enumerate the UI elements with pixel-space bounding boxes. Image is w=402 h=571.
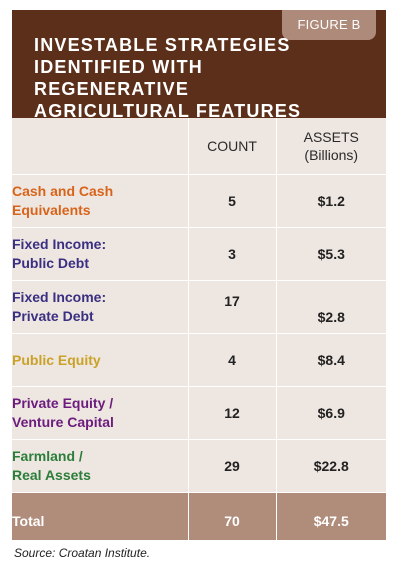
row-label: Fixed Income: Public Debt [12, 227, 189, 281]
table-row: Public Equity 4 $8.4 [12, 333, 386, 387]
row-assets: $1.2 [276, 174, 386, 228]
table-row: Private Equity / Venture Capital 12 $6.9 [12, 386, 386, 440]
row-count: 4 [188, 333, 277, 387]
row-assets: $22.8 [276, 439, 386, 493]
table-row: Fixed Income: Private Debt 17 $2.8 [12, 280, 386, 334]
row-label: Public Equity [12, 333, 189, 387]
header-strategy [12, 118, 189, 175]
table-row: Cash and Cash Equivalents 5 $1.2 [12, 174, 386, 228]
row-assets: $8.4 [276, 333, 386, 387]
strategies-table: COUNT ASSETS (Billions) Cash and Cash Equi… [12, 118, 386, 540]
row-label: Cash and Cash Equivalents [12, 174, 189, 228]
figure-label-tab: FIGURE B [282, 10, 376, 40]
row-assets: $5.3 [276, 227, 386, 281]
figure-title: INVESTABLE STRATEGIES IDENTIFIED WITH RE… [34, 35, 302, 121]
total-row: Total 70 $47.5 [12, 492, 386, 540]
source-note: Source: Croatan Institute. [14, 546, 151, 560]
header-assets: ASSETS (Billions) [276, 118, 386, 175]
row-count: 17 [188, 280, 277, 334]
row-count: 12 [188, 386, 277, 440]
row-label: Private Equity / Venture Capital [12, 386, 189, 440]
row-label: Farmland / Real Assets [12, 439, 189, 493]
total-assets: $47.5 [276, 492, 386, 540]
row-assets: $2.8 [276, 280, 386, 334]
table-row: Farmland / Real Assets 29 $22.8 [12, 439, 386, 493]
row-label: Fixed Income: Private Debt [12, 280, 189, 334]
row-count: 5 [188, 174, 277, 228]
header-assets-text: ASSETS (Billions) [303, 129, 359, 163]
row-assets: $6.9 [276, 386, 386, 440]
total-label: Total [12, 492, 189, 540]
row-count: 3 [188, 227, 277, 281]
table-header-row: COUNT ASSETS (Billions) [12, 118, 386, 175]
row-count: 29 [188, 439, 277, 493]
table-row: Fixed Income: Public Debt 3 $5.3 [12, 227, 386, 281]
figure-header: FIGURE B INVESTABLE STRATEGIES IDENTIFIE… [12, 10, 386, 121]
total-count: 70 [188, 492, 277, 540]
figure-panel: FIGURE B INVESTABLE STRATEGIES IDENTIFIE… [12, 10, 386, 540]
header-count: COUNT [188, 118, 277, 175]
